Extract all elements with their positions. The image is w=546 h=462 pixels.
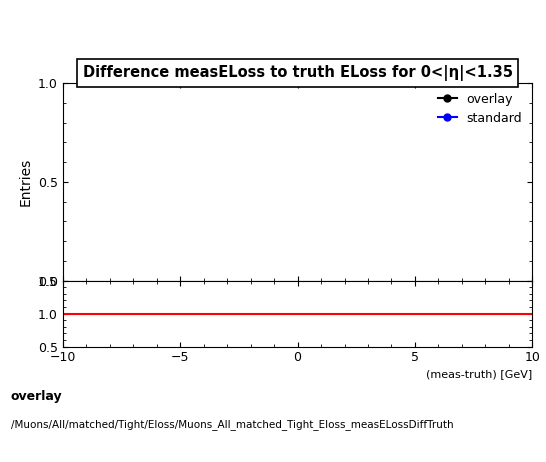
Legend: overlay, standard: overlay, standard — [434, 90, 526, 129]
Y-axis label: Entries: Entries — [19, 158, 32, 206]
Text: /Muons/All/matched/Tight/Eloss/Muons_All_matched_Tight_Eloss_measELossDiffTruth: /Muons/All/matched/Tight/Eloss/Muons_All… — [11, 419, 454, 430]
Text: (meas-truth) [GeV]: (meas-truth) [GeV] — [426, 370, 532, 380]
Text: Difference measELoss to truth ELoss for 0<|η|<1.35: Difference measELoss to truth ELoss for … — [82, 65, 513, 81]
Text: overlay: overlay — [11, 389, 63, 402]
